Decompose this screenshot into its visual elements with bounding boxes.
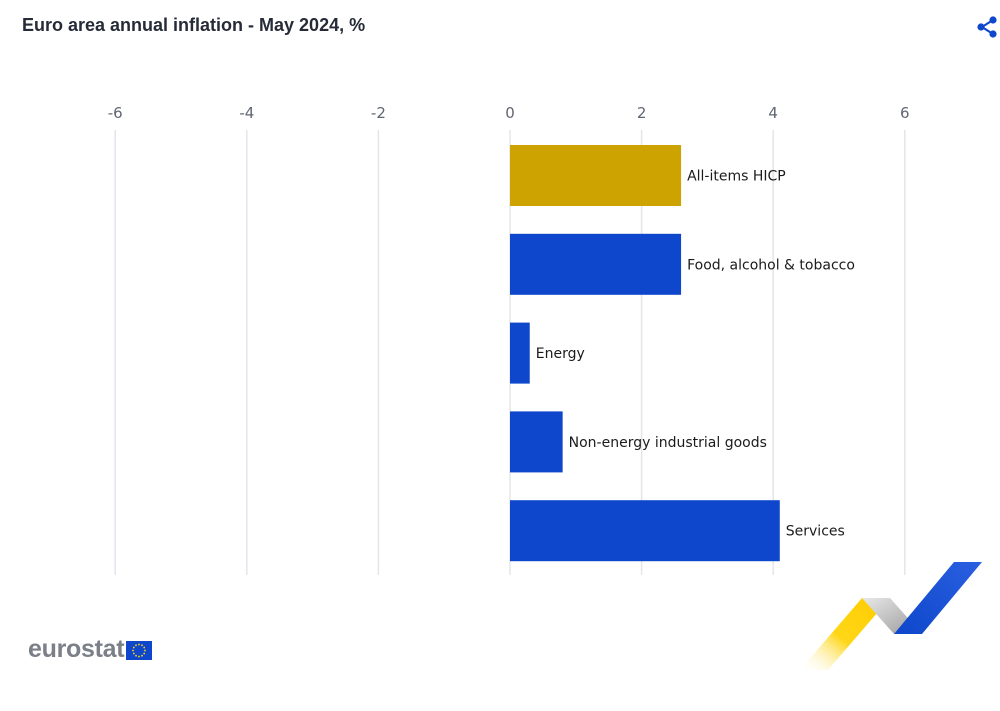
eurostat-logo: eurostat	[28, 634, 153, 663]
x-tick-label: -2	[371, 104, 386, 122]
bar-chart: -6 -4 -2 0 2 4 6 All-items HICP Food, alcohol &…	[108, 104, 910, 575]
x-tick-label: 0	[505, 104, 515, 122]
x-tick-label: 4	[768, 104, 778, 122]
bar[interactable]	[510, 233, 682, 295]
bar[interactable]	[510, 145, 682, 206]
logo-text: eurostat	[28, 634, 125, 663]
x-axis-ticks: -6 -4 -2 0 2 4 6	[108, 104, 910, 122]
bar-category-label: Services	[786, 524, 845, 540]
bar-labels: All-items HICP Food, alcohol & tobacco Ene…	[536, 169, 855, 540]
chart-title: Euro area annual inflation - May 2024, %	[22, 15, 366, 35]
bar-category-label: Food, alcohol & tobacco	[687, 257, 855, 273]
x-tick-label: 2	[637, 104, 647, 122]
x-tick-label: -4	[239, 104, 254, 122]
share-icon[interactable]	[974, 14, 1000, 40]
bar[interactable]	[510, 322, 530, 384]
x-tick-label: 6	[900, 104, 910, 122]
eurostat-ribbon-decoration	[800, 562, 982, 670]
x-tick-label: -6	[108, 104, 123, 122]
bar[interactable]	[510, 411, 563, 473]
bar-category-label: Non-energy industrial goods	[569, 435, 767, 451]
bars	[510, 145, 780, 562]
eu-flag-icon	[126, 641, 153, 660]
bar-category-label: Energy	[536, 346, 585, 362]
bar[interactable]	[510, 500, 780, 562]
bar-category-label: All-items HICP	[687, 169, 786, 185]
